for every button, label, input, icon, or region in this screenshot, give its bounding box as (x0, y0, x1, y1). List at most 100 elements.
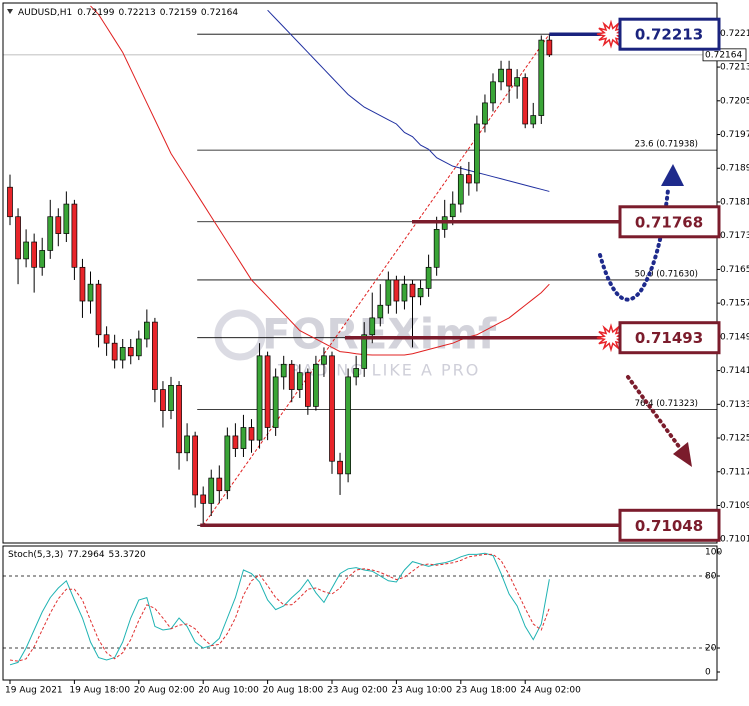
candle-body (176, 384, 182, 454)
stoch-k-readout: 77.2964 (67, 550, 104, 560)
candle-body (530, 115, 537, 125)
x-tick-label: 24 Aug 02:00 (520, 686, 581, 696)
candle-body (63, 203, 70, 234)
up-arrow-head (661, 164, 684, 186)
candle-body (7, 186, 13, 218)
y-tick-label: 0.72135 (720, 63, 749, 73)
y-tick-label: 0.71175 (720, 467, 749, 477)
header-icon (7, 9, 13, 14)
candle-body (184, 435, 190, 454)
candle-body (409, 283, 416, 298)
candle-body (538, 39, 545, 116)
candle-body (305, 372, 311, 407)
candle-body (296, 372, 303, 390)
candle-body (466, 174, 472, 184)
candle-body (135, 338, 142, 357)
symbol: AUDUSD,H1 (18, 8, 72, 18)
candle-body (490, 81, 496, 104)
x-tick-label: 19 Aug 2021 (5, 686, 63, 696)
candle-body (417, 288, 424, 298)
candle-body (313, 363, 319, 407)
candle-body (216, 477, 223, 492)
header-low: 0.72159 (160, 8, 197, 18)
candle-body (208, 477, 215, 504)
candle-body (103, 334, 110, 344)
stoch-y-tick-label: 80 (705, 571, 717, 581)
moving-average (90, 5, 550, 356)
candle-body (457, 174, 464, 205)
candle-body (127, 347, 134, 357)
y-tick-label: 0.72055 (720, 96, 749, 106)
candle-body (111, 342, 118, 361)
candle-body (393, 279, 400, 302)
y-tick-label: 0.71495 (720, 332, 749, 342)
x-tick-label: 19 Aug 18:00 (69, 686, 130, 696)
stoch-y-tick-label: 0 (705, 667, 711, 677)
callout-label: 0.71768 (635, 213, 703, 231)
candle-body (168, 384, 174, 411)
candle-body (280, 363, 287, 378)
candle-body (256, 355, 263, 441)
candle-body (474, 123, 480, 184)
y-tick-label: 0.71095 (720, 501, 749, 511)
candle-body (425, 266, 432, 289)
price-box-label: 0.72164 (705, 50, 742, 60)
x-tick-label: 20 Aug 18:00 (263, 686, 324, 696)
callout-burst (596, 323, 626, 353)
candle-body (361, 334, 368, 369)
x-tick-label: 23 Aug 10:00 (391, 686, 452, 696)
header: AUDUSD,H1 0.72199 0.72213 0.72159 0.72164 (18, 8, 238, 18)
stoch-k-line (9, 552, 550, 666)
candle-body (79, 266, 86, 302)
y-tick-label: 0.71735 (720, 231, 749, 241)
candle-body (482, 102, 488, 125)
y-tick-label: 0.71815 (720, 197, 749, 207)
fib-label: 50.0 (0.71630) (635, 269, 698, 279)
candle-body (337, 460, 343, 475)
candle-body (47, 216, 54, 251)
down-arrow-head (673, 442, 692, 467)
moving-average (267, 9, 550, 192)
down-arrow (626, 375, 682, 450)
x-tick-label: 20 Aug 02:00 (134, 686, 195, 696)
y-tick-label: 0.71975 (720, 130, 749, 140)
candle-body (264, 355, 271, 428)
candle-body (55, 216, 62, 234)
candle-body (329, 355, 335, 462)
callout-label: 0.71493 (635, 329, 703, 347)
stoch-d-readout: 53.3720 (109, 550, 146, 560)
callout-box (618, 508, 721, 542)
callout-label: 0.71048 (635, 517, 703, 535)
candle-body (353, 368, 359, 378)
candle-body (87, 283, 94, 302)
trend-line (202, 33, 550, 526)
x-tick-label: 23 Aug 18:00 (456, 686, 517, 696)
y-tick-label: 0.71575 (720, 299, 749, 309)
candle-body (95, 283, 102, 336)
candle-body (232, 435, 239, 449)
candle-body (240, 427, 247, 449)
annotations: 0.72213 0.71768 0.71493 0.71048 (200, 17, 721, 542)
stoch-title: Stoch(5,3,3) (8, 550, 63, 560)
callout-label: 0.72213 (635, 26, 703, 44)
price-box (702, 48, 747, 62)
candle-body (546, 39, 553, 56)
x-tick-label: 20 Aug 10:00 (198, 686, 259, 696)
candle-body (39, 250, 46, 268)
candle-body (23, 241, 29, 260)
candle-body (144, 321, 150, 340)
header-open: 0.72199 (77, 8, 114, 18)
stoch-frame (2, 545, 718, 681)
candle-body (345, 376, 351, 475)
candle-body (31, 241, 37, 268)
candle-body (119, 347, 126, 361)
candle-body (385, 279, 392, 306)
callout-box (618, 205, 721, 239)
watermark-logo (214, 309, 266, 361)
candle-body (321, 355, 327, 365)
candle-body (449, 203, 456, 218)
candle-body (272, 376, 279, 428)
